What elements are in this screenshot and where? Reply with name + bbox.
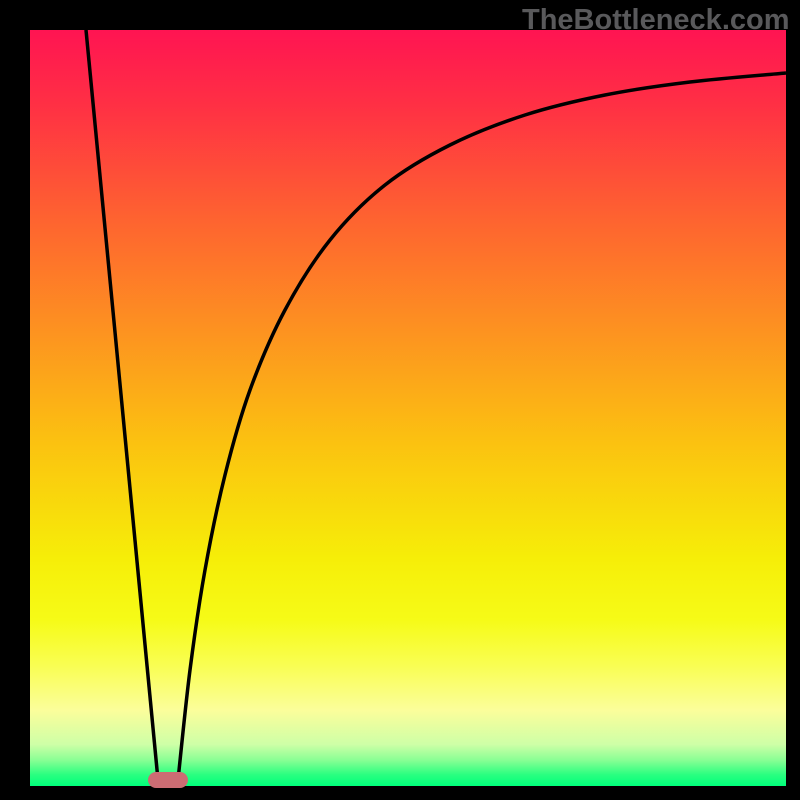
left-descent-line	[86, 30, 158, 780]
bottleneck-curve	[30, 30, 786, 786]
optimal-marker	[148, 772, 188, 788]
right-asymptotic-curve	[178, 73, 786, 780]
watermark-text: TheBottleneck.com	[522, 4, 790, 37]
plot-area	[30, 30, 786, 786]
chart-container: TheBottleneck.com	[0, 0, 800, 800]
